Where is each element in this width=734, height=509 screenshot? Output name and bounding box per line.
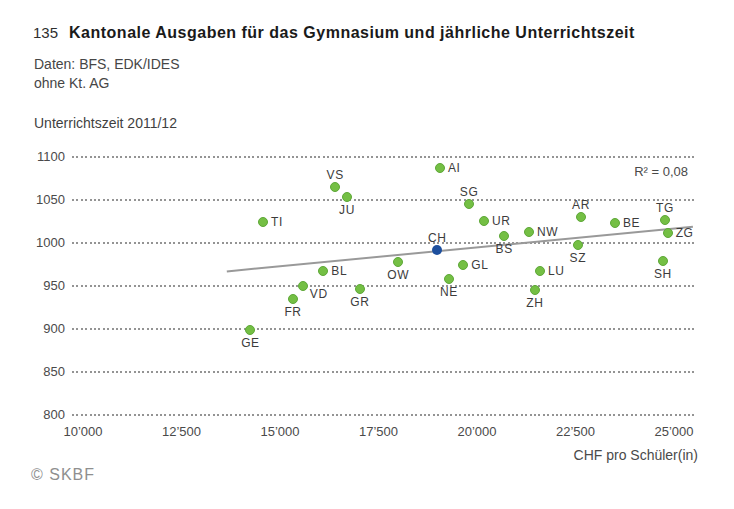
data-point xyxy=(355,284,365,294)
data-point xyxy=(499,231,509,241)
x-axis-title: CHF pro Schüler(in) xyxy=(574,447,698,463)
data-point xyxy=(535,266,545,276)
figure-page: 135 Kantonale Ausgaben für das Gymnasium… xyxy=(0,0,734,509)
data-point xyxy=(573,240,583,250)
data-source-line: Daten: BFS, EDK/IDES xyxy=(34,56,180,72)
x-tick-label: 15’000 xyxy=(260,424,299,440)
data-point-highlight xyxy=(432,245,442,255)
point-label: GL xyxy=(471,259,488,271)
data-point xyxy=(524,227,534,237)
data-point xyxy=(318,266,328,276)
gridline xyxy=(72,371,697,373)
point-label: AI xyxy=(448,162,461,174)
y-tick-label: 900 xyxy=(0,321,65,337)
point-label: SG xyxy=(460,186,479,198)
data-point xyxy=(658,256,668,266)
point-label: BS xyxy=(496,243,513,255)
data-point xyxy=(330,182,340,192)
data-point xyxy=(479,216,489,226)
gridline xyxy=(72,199,697,201)
point-label: CH xyxy=(428,232,447,244)
point-label: UR xyxy=(492,215,511,227)
y-tick-label: 800 xyxy=(0,407,65,423)
x-tick-label: 12’500 xyxy=(162,424,201,440)
point-label: VS xyxy=(327,169,344,181)
y-tick-label: 1100 xyxy=(0,149,65,165)
r-squared-annotation: R² = 0,08 xyxy=(634,164,688,179)
data-point xyxy=(435,163,445,173)
data-point xyxy=(610,218,620,228)
point-label: ZG xyxy=(676,227,694,239)
x-tick-label: 22’500 xyxy=(556,424,595,440)
data-point xyxy=(663,228,673,238)
data-point xyxy=(298,281,308,291)
y-tick-label: 850 xyxy=(0,364,65,380)
point-label: FR xyxy=(284,306,301,318)
data-point xyxy=(576,212,586,222)
point-label: TI xyxy=(271,216,283,228)
gridline xyxy=(72,285,697,287)
gridline xyxy=(72,328,697,330)
point-label: AR xyxy=(572,199,590,211)
y-tick-label: 950 xyxy=(0,278,65,294)
data-point xyxy=(464,199,474,209)
gridline xyxy=(72,414,697,416)
point-label: OW xyxy=(387,269,409,281)
data-point xyxy=(393,257,403,267)
y-tick-label: 1000 xyxy=(0,235,65,251)
point-label: LU xyxy=(548,265,565,277)
x-tick-label: 25’000 xyxy=(654,424,693,440)
data-point xyxy=(342,192,352,202)
data-point xyxy=(458,260,468,270)
gridline xyxy=(72,156,697,158)
point-label: TG xyxy=(656,202,674,214)
x-tick-label: 17’500 xyxy=(359,424,398,440)
point-label: VD xyxy=(310,288,328,300)
point-label: BL xyxy=(331,265,347,277)
point-label: GR xyxy=(350,296,369,308)
data-point xyxy=(444,274,454,284)
data-point xyxy=(245,325,255,335)
point-label: JU xyxy=(339,204,355,216)
data-note-line: ohne Kt. AG xyxy=(34,75,110,91)
point-label: SH xyxy=(654,268,672,280)
x-tick-label: 20’000 xyxy=(457,424,496,440)
data-point xyxy=(660,215,670,225)
point-label: GE xyxy=(241,337,260,349)
gridline xyxy=(72,242,697,244)
figure-title: Kantonale Ausgaben für das Gymnasium und… xyxy=(69,24,635,42)
data-point xyxy=(288,294,298,304)
copyright: © SKBF xyxy=(31,466,95,484)
x-tick-label: 10’000 xyxy=(63,424,102,440)
figure-number: 135 xyxy=(33,24,58,41)
point-label: BE xyxy=(623,217,640,229)
y-tick-label: 1050 xyxy=(0,192,65,208)
point-label: NE xyxy=(440,286,458,298)
data-point xyxy=(258,217,268,227)
y-axis-title: Unterrichtszeit 2011/12 xyxy=(34,115,177,131)
point-label: ZH xyxy=(526,297,543,309)
point-label: NW xyxy=(537,226,558,238)
data-point xyxy=(530,285,540,295)
point-label: SZ xyxy=(570,252,587,264)
figure-header: 135 Kantonale Ausgaben für das Gymnasium… xyxy=(33,24,635,42)
